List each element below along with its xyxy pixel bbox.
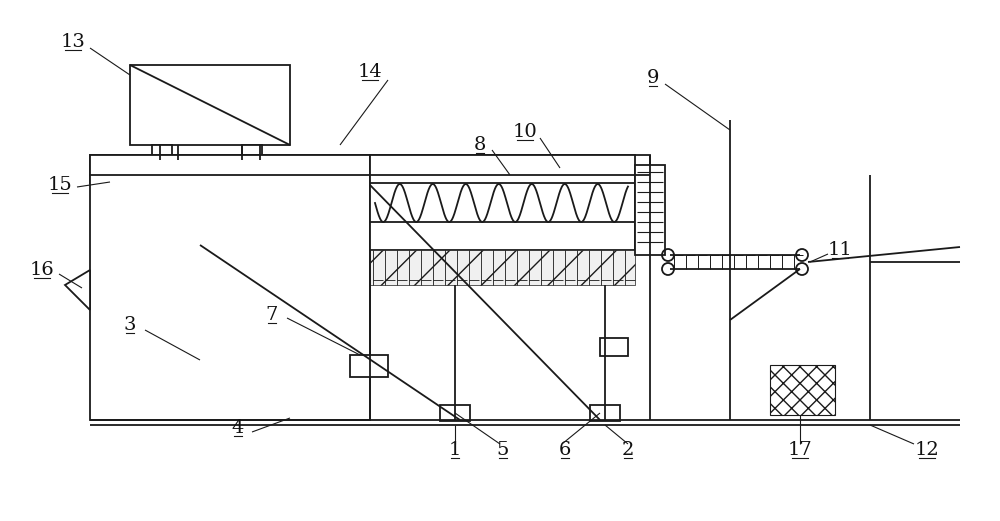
Text: 4: 4: [232, 419, 244, 437]
Bar: [90, 155, 650, 175]
Text: 8: 8: [474, 136, 486, 154]
Text: 12: 12: [915, 441, 939, 459]
Bar: [370, 155, 635, 250]
Text: 13: 13: [61, 33, 85, 51]
Bar: [130, 65, 290, 145]
Text: 14: 14: [358, 63, 382, 81]
Bar: [350, 355, 388, 377]
Text: 15: 15: [48, 176, 72, 194]
Bar: [242, 145, 262, 157]
Text: 11: 11: [828, 241, 852, 259]
Text: 7: 7: [266, 306, 278, 324]
Bar: [600, 338, 628, 356]
Polygon shape: [65, 270, 90, 310]
Bar: [635, 165, 665, 255]
Text: 3: 3: [124, 316, 136, 334]
Text: 9: 9: [647, 69, 659, 87]
Bar: [152, 145, 172, 157]
Bar: [370, 250, 635, 285]
Bar: [440, 405, 470, 421]
Bar: [90, 175, 650, 183]
Text: 1: 1: [449, 441, 461, 459]
Bar: [90, 155, 370, 420]
Text: 2: 2: [622, 441, 634, 459]
Text: 16: 16: [30, 261, 54, 279]
Bar: [770, 365, 835, 415]
Text: 10: 10: [513, 123, 537, 141]
Bar: [590, 405, 620, 421]
Text: 6: 6: [559, 441, 571, 459]
Text: 5: 5: [497, 441, 509, 459]
Text: 17: 17: [788, 441, 812, 459]
